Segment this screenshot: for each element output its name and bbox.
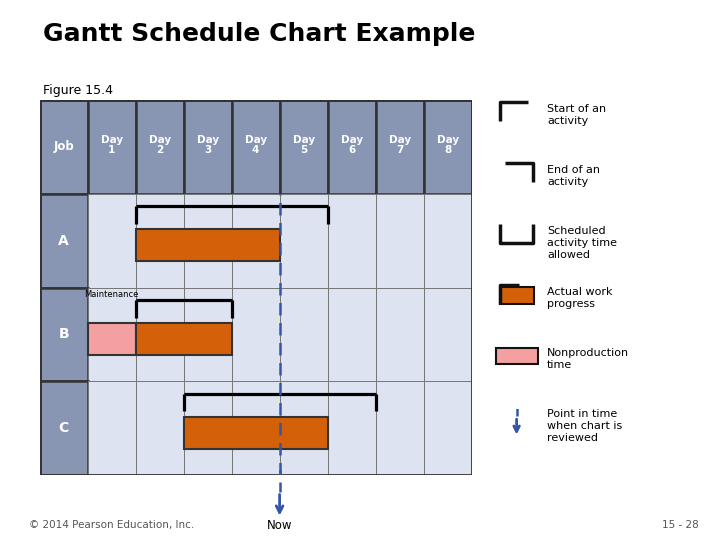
Bar: [423, 194, 472, 287]
Bar: [40, 381, 88, 475]
Text: 15 - 28: 15 - 28: [662, 520, 698, 530]
Bar: [184, 417, 328, 449]
Bar: [184, 381, 232, 475]
Text: Scheduled
activity time
allowed: Scheduled activity time allowed: [547, 226, 617, 260]
Bar: [184, 287, 232, 381]
Text: End of an
activity: End of an activity: [547, 165, 600, 187]
Text: Day
6: Day 6: [341, 134, 363, 156]
Bar: [135, 323, 232, 355]
Bar: [376, 287, 423, 381]
Bar: [495, 348, 538, 364]
Text: Day
8: Day 8: [436, 134, 459, 156]
Bar: [423, 381, 472, 475]
Text: Day
7: Day 7: [389, 134, 410, 156]
Text: Day
4: Day 4: [245, 134, 266, 156]
Bar: [376, 194, 423, 287]
Bar: [135, 194, 184, 287]
Text: Day
1: Day 1: [101, 134, 122, 156]
Text: Day
2: Day 2: [148, 134, 171, 156]
Bar: [232, 194, 279, 287]
Bar: [279, 100, 328, 194]
Text: Day
5: Day 5: [292, 134, 315, 156]
Text: Maintenance: Maintenance: [84, 290, 139, 299]
Bar: [232, 100, 279, 194]
Bar: [40, 287, 88, 381]
Text: Day
3: Day 3: [197, 134, 219, 156]
Bar: [40, 100, 88, 194]
Bar: [328, 100, 376, 194]
Text: © 2014 Pearson Education, Inc.: © 2014 Pearson Education, Inc.: [29, 520, 194, 530]
Text: A: A: [58, 234, 69, 248]
Text: Nonproduction
time: Nonproduction time: [547, 348, 629, 370]
Text: Actual work
progress: Actual work progress: [547, 287, 613, 309]
Bar: [279, 381, 328, 475]
Text: Now: Now: [267, 519, 292, 532]
Bar: [88, 323, 135, 355]
Bar: [232, 381, 279, 475]
Bar: [88, 287, 135, 381]
Text: Figure 15.4: Figure 15.4: [43, 84, 113, 97]
Text: Gantt Schedule Chart Example: Gantt Schedule Chart Example: [43, 22, 476, 45]
Bar: [500, 287, 534, 304]
Bar: [328, 381, 376, 475]
Bar: [328, 287, 376, 381]
Bar: [88, 381, 135, 475]
Bar: [423, 287, 472, 381]
Bar: [135, 381, 184, 475]
Bar: [279, 194, 328, 287]
Text: Start of an
activity: Start of an activity: [547, 104, 606, 126]
Bar: [184, 194, 232, 287]
Text: C: C: [58, 421, 68, 435]
Bar: [184, 100, 232, 194]
Bar: [88, 100, 135, 194]
Text: Point in time
when chart is
reviewed: Point in time when chart is reviewed: [547, 409, 623, 443]
Bar: [376, 100, 423, 194]
Bar: [135, 287, 184, 381]
Bar: [423, 100, 472, 194]
Bar: [40, 194, 88, 287]
Bar: [279, 287, 328, 381]
Bar: [328, 194, 376, 287]
Bar: [232, 287, 279, 381]
Bar: [376, 381, 423, 475]
Text: Job: Job: [53, 140, 74, 153]
Bar: [88, 194, 135, 287]
Bar: [135, 100, 184, 194]
Text: B: B: [58, 327, 69, 341]
Bar: [135, 230, 279, 261]
